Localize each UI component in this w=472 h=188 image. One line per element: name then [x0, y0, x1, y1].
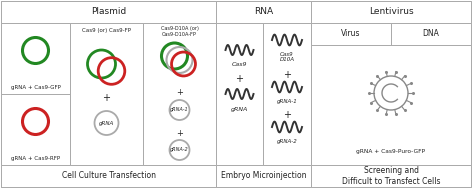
- Bar: [1, 1, 216, 187]
- Bar: [263, 23, 311, 165]
- Text: gRNA-2: gRNA-2: [170, 148, 189, 152]
- Text: Lentivirus: Lentivirus: [369, 8, 413, 17]
- Text: gRNA-1: gRNA-1: [170, 108, 189, 112]
- Text: Cas9-D10A (or)
Cas9-D10A-FP: Cas9-D10A (or) Cas9-D10A-FP: [160, 26, 198, 37]
- Text: gRNA: gRNA: [99, 121, 114, 126]
- Text: Cell Culture Transfection: Cell Culture Transfection: [61, 171, 155, 180]
- Bar: [1, 94, 70, 165]
- Text: Cas9: Cas9: [232, 62, 247, 67]
- Bar: [311, 23, 391, 45]
- Text: RNA: RNA: [254, 8, 273, 17]
- Bar: [1, 1, 216, 23]
- Text: Screening and
Difficult to Transfect Cells: Screening and Difficult to Transfect Cel…: [342, 166, 440, 186]
- Text: gRNA + Cas9-Puro-GFP: gRNA + Cas9-Puro-GFP: [356, 149, 426, 155]
- Text: Cas9
D10A: Cas9 D10A: [279, 52, 295, 62]
- Bar: [143, 23, 216, 165]
- Text: +: +: [176, 87, 183, 96]
- Text: gRNA + Cas9-GFP: gRNA + Cas9-GFP: [10, 85, 60, 90]
- Bar: [216, 1, 311, 23]
- Text: gRNA-1: gRNA-1: [277, 99, 297, 104]
- Bar: [311, 1, 471, 23]
- Text: Virus: Virus: [341, 30, 361, 39]
- Bar: [1, 165, 216, 187]
- Bar: [216, 1, 311, 187]
- Text: +: +: [176, 129, 183, 137]
- Text: gRNA + Cas9-RFP: gRNA + Cas9-RFP: [11, 156, 60, 161]
- Bar: [311, 1, 471, 187]
- Text: +: +: [236, 74, 244, 84]
- Text: gRNA: gRNA: [231, 106, 248, 111]
- Bar: [311, 165, 471, 187]
- Bar: [1, 23, 70, 94]
- Text: Cas9 (or) Cas9-FP: Cas9 (or) Cas9-FP: [82, 28, 131, 33]
- Bar: [311, 45, 471, 165]
- Text: +: +: [283, 70, 291, 80]
- Text: gRNA-2: gRNA-2: [277, 139, 297, 143]
- Bar: [216, 165, 311, 187]
- Text: Embryo Microinjection: Embryo Microinjection: [221, 171, 306, 180]
- Bar: [216, 23, 263, 165]
- Text: DNA: DNA: [422, 30, 439, 39]
- Text: +: +: [102, 93, 110, 103]
- Text: +: +: [283, 110, 291, 120]
- Text: Plasmid: Plasmid: [91, 8, 126, 17]
- Bar: [391, 23, 471, 45]
- Bar: [70, 23, 143, 165]
